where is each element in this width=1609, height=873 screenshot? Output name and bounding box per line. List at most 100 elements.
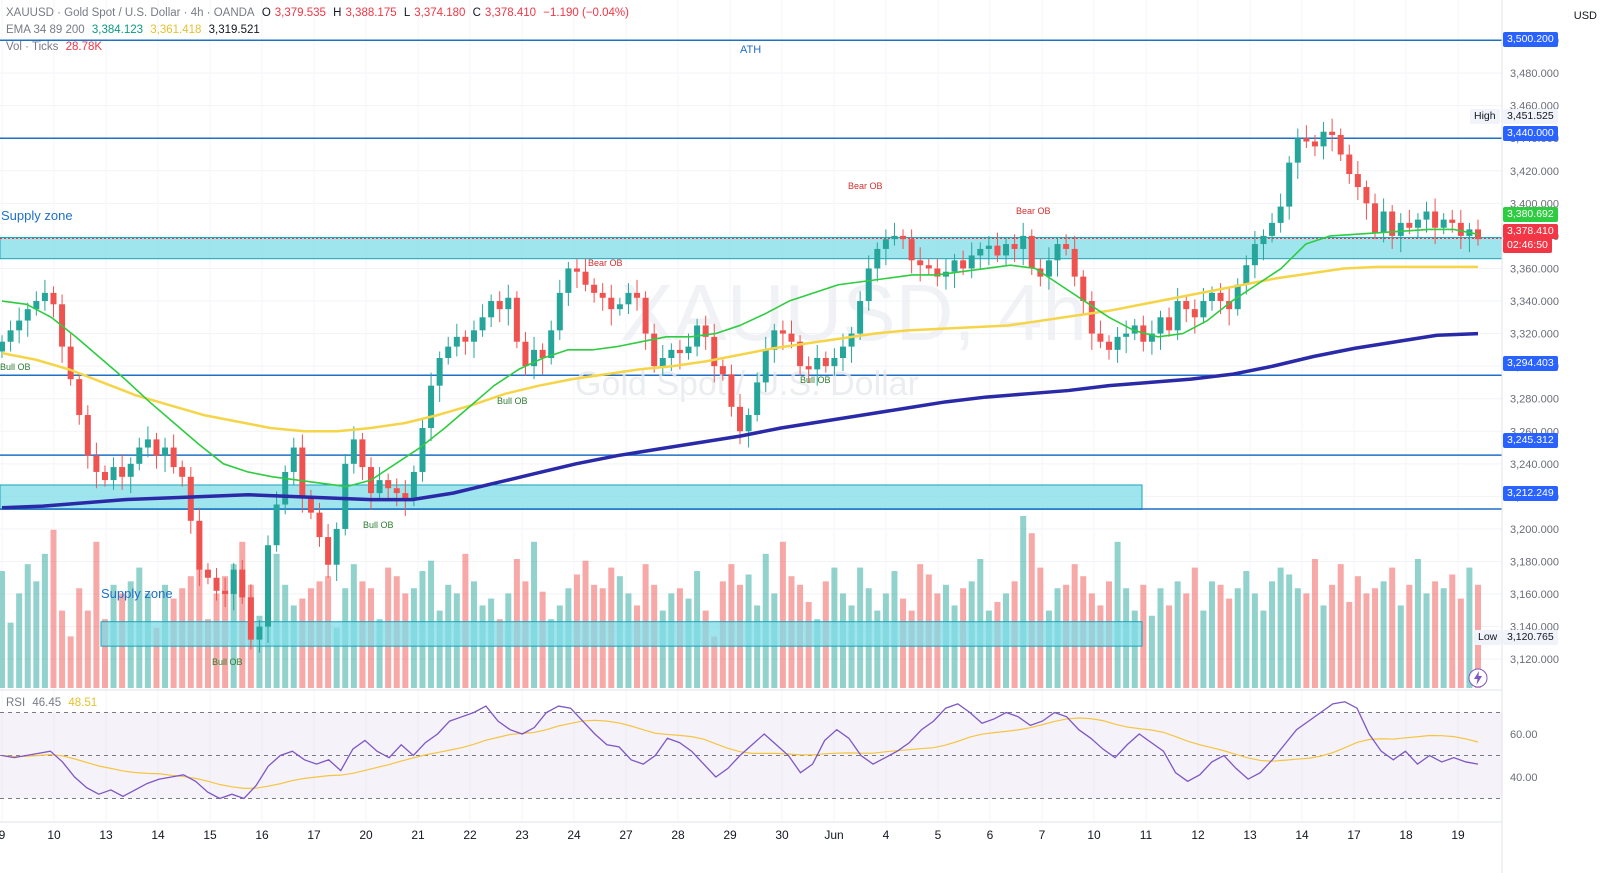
volume-bar xyxy=(1166,605,1173,688)
volume-bar xyxy=(1449,574,1456,688)
change-value: −1.190 (−0.04%) xyxy=(543,7,629,19)
candle-body xyxy=(1346,154,1353,175)
volume-bar xyxy=(84,610,91,688)
rsi-legend[interactable]: RSI 46.45 48.51 xyxy=(6,696,101,711)
candle-body xyxy=(1432,211,1439,228)
volume-bar xyxy=(1260,610,1267,688)
candle-body xyxy=(1260,235,1267,245)
y-tick-label: 3,180.000 xyxy=(1510,556,1559,568)
ema200-line xyxy=(1,331,1479,510)
ema-legend[interactable]: EMA 34 89 200 3,384.123 3,361.418 3,319.… xyxy=(6,23,264,38)
candle-body xyxy=(222,590,229,595)
rsi-tick-label: 40.00 xyxy=(1510,772,1538,784)
candle-body xyxy=(1286,162,1293,207)
candle-body xyxy=(573,268,580,272)
candle-body xyxy=(1071,248,1078,277)
candle-body xyxy=(968,255,975,269)
x-tick-label: 17 xyxy=(307,828,321,842)
candle-body xyxy=(848,333,855,347)
alert-lightning-icon[interactable] xyxy=(1468,668,1488,688)
candle-body xyxy=(1166,317,1173,331)
candle-body xyxy=(513,297,520,342)
volume-bar xyxy=(479,605,486,688)
candle-body xyxy=(1088,301,1095,334)
volume-bar xyxy=(1114,541,1121,688)
x-tick-label: Jun xyxy=(824,828,843,842)
candle-body xyxy=(556,292,563,331)
rsi-ma-line xyxy=(1,717,1479,789)
candle-body xyxy=(136,447,143,464)
candle-body xyxy=(204,569,211,578)
candle-body xyxy=(1449,219,1456,223)
volume-bar xyxy=(634,605,641,688)
candle-body xyxy=(839,346,846,358)
candle-body xyxy=(1440,219,1447,228)
volume-legend[interactable]: Vol · Ticks 28.78K xyxy=(6,40,106,55)
volume-bar xyxy=(1466,567,1473,688)
x-tick-label: 10 xyxy=(1087,828,1101,842)
candle-body xyxy=(119,467,126,477)
x-tick-label: 28 xyxy=(671,828,685,842)
candle-body xyxy=(1354,174,1361,188)
candle-body xyxy=(144,439,151,448)
volume-bar xyxy=(1269,581,1276,688)
y-tick-label: 3,200.000 xyxy=(1510,524,1559,536)
candle-body xyxy=(917,260,924,266)
candle-body xyxy=(1054,244,1061,261)
candle-body xyxy=(805,366,812,370)
candle-body xyxy=(410,471,417,500)
volume-bar xyxy=(67,636,74,688)
candle-body xyxy=(1131,325,1138,334)
candle-body xyxy=(0,341,5,352)
x-tick-label: 15 xyxy=(203,828,217,842)
candle-body xyxy=(7,330,14,342)
candle-body xyxy=(625,292,632,305)
zone-rect xyxy=(100,621,1143,647)
candle-body xyxy=(393,488,400,494)
x-tick-label: 7 xyxy=(1039,828,1046,842)
volume-bar xyxy=(951,605,958,688)
volume-bar xyxy=(204,619,211,688)
candle-body xyxy=(445,346,452,358)
candle-body xyxy=(1200,301,1207,318)
volume-bar xyxy=(531,541,538,688)
candle-body xyxy=(273,504,280,546)
volume-bar xyxy=(7,622,14,688)
candle-body xyxy=(797,341,804,367)
volume-bar xyxy=(874,610,881,688)
x-tick-label: 19 xyxy=(1451,828,1465,842)
volume-bar xyxy=(1028,533,1035,688)
candle-body xyxy=(1414,219,1421,228)
volume-bar xyxy=(76,588,83,688)
zone-rect xyxy=(0,237,1503,260)
volume-bar xyxy=(1208,581,1215,688)
x-axis: 9 10 13 14 15 16 17 20 21 22 23 24 27 28 29 30 Jun 4 5 6 7 10… xyxy=(0,821,1502,842)
volume-bar xyxy=(1217,584,1224,688)
candle-body xyxy=(1269,222,1276,236)
volume-bar xyxy=(1354,576,1361,688)
vol-value: 28.78K xyxy=(65,41,103,53)
ema89-line xyxy=(1,265,1478,433)
volume-bar xyxy=(0,571,5,688)
high-value: 3,388.175 xyxy=(345,7,397,19)
candle-body xyxy=(831,358,838,367)
candle-body xyxy=(402,493,409,500)
candle-body xyxy=(599,292,606,298)
candle-body xyxy=(496,301,503,310)
volume-bar xyxy=(548,619,555,688)
candle-body xyxy=(900,235,907,240)
volume-bar xyxy=(1303,593,1310,688)
currency-label[interactable]: USD xyxy=(1573,10,1597,22)
annotation-bear-ob-3: Bear OB xyxy=(1016,206,1051,216)
volume-bar xyxy=(1234,588,1241,688)
candle-body xyxy=(307,496,314,513)
volume-bar xyxy=(1432,581,1439,688)
volume-bar xyxy=(1183,593,1190,688)
x-tick-label: 13 xyxy=(99,828,113,842)
candle-body xyxy=(608,297,615,310)
y-tick-label: 3,480.000 xyxy=(1510,68,1559,80)
candle-body xyxy=(934,268,941,277)
price-tag-3212: 3,212.249 xyxy=(1503,486,1558,501)
rsi-line xyxy=(1,701,1479,800)
